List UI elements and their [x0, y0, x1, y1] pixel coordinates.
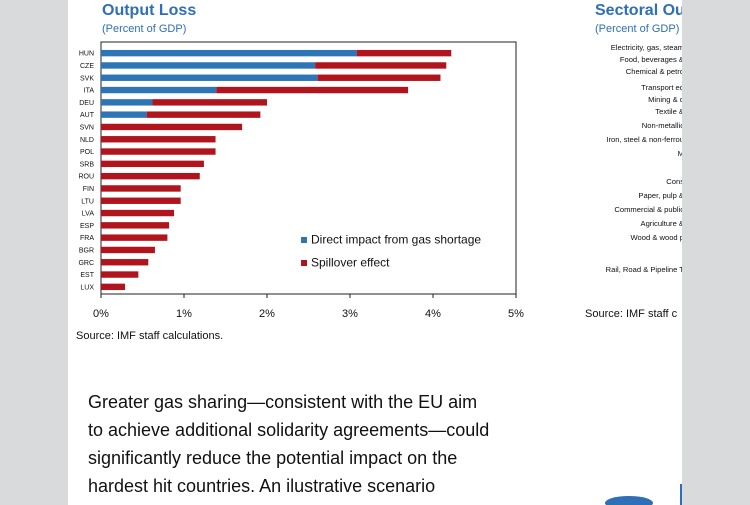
chart-title: Output Loss	[102, 2, 197, 19]
x-tick-label: 0%	[93, 308, 109, 320]
bar-spillover	[356, 49, 452, 57]
left-margin	[0, 0, 68, 505]
body-paragraph: Greater gas sharing—consistent with the …	[88, 388, 558, 500]
category-label: EST	[80, 272, 94, 279]
bar-spillover	[101, 283, 126, 291]
bar-spillover	[146, 111, 261, 118]
partial-graphic	[605, 496, 653, 505]
bar-spillover	[315, 62, 447, 69]
category-label: DEU	[79, 100, 94, 107]
bar-spillover	[152, 99, 267, 106]
body-line: significantly reduce the potential impac…	[88, 448, 458, 468]
x-tick-label: 3%	[342, 308, 358, 320]
sector-category-label: Paper, pulp &	[638, 191, 682, 200]
category-label: POL	[80, 149, 94, 156]
sector-category-label: Textile &	[655, 107, 682, 116]
sector-category-label: Non-metallic	[641, 121, 682, 130]
category-label: ROU	[78, 174, 94, 181]
bar-spillover	[101, 271, 139, 278]
x-tick-label: 2%	[259, 308, 275, 320]
bar-spillover	[101, 209, 175, 217]
legend-swatch	[301, 260, 307, 266]
bar-spillover	[101, 172, 200, 180]
x-tick-label: 5%	[508, 308, 524, 320]
category-label: FIN	[83, 186, 94, 193]
sectoral-source: Source: IMF staff c	[585, 308, 678, 320]
bar-spillover	[216, 86, 409, 94]
bar-spillover	[101, 160, 204, 168]
bar-spillover	[101, 222, 170, 229]
bar-direct-impact	[101, 99, 153, 106]
bar-spillover	[101, 197, 181, 204]
bar-spillover	[101, 259, 149, 266]
bar-direct-impact	[101, 74, 318, 81]
bar-spillover	[101, 148, 216, 155]
sector-category-label: Cons	[666, 177, 682, 186]
category-label: LVA	[82, 211, 95, 218]
sector-category-label: Mining & q	[648, 95, 682, 104]
chart-source: Source: IMF staff calculations.	[76, 330, 224, 342]
category-label: GRC	[78, 260, 94, 267]
sector-category-label: Food, beverages &	[619, 55, 682, 64]
category-label: LTU	[81, 198, 94, 205]
sectoral-subtitle: (Percent of GDP)	[595, 23, 680, 35]
output-loss-chart: HUN CZE SVK ITA DEU AUT SVN NLD POL SRB ROU FIN LTU L…	[78, 41, 524, 320]
legend-label: Spillover effect	[311, 256, 390, 270]
legend-swatch	[301, 237, 307, 243]
category-label: ITA	[84, 88, 95, 95]
bar-spillover	[317, 74, 441, 81]
body-line: Greater gas sharing—consistent with the …	[88, 392, 478, 412]
sector-category-label: Iron, steel & non-ferrou	[606, 135, 682, 144]
sector-category-label: M	[677, 149, 682, 158]
category-label: ESP	[80, 223, 94, 230]
category-label: FRA	[80, 235, 94, 242]
bar-direct-impact	[101, 86, 217, 94]
right-margin	[682, 0, 750, 505]
partial-graphic	[680, 484, 682, 505]
bar-spillover	[101, 234, 168, 241]
legend-label: Direct impact from gas shortage	[311, 233, 481, 247]
sectoral-title: Sectoral Ou	[595, 2, 682, 19]
sector-category-label: Commercial & public	[614, 205, 682, 214]
category-label: AUT	[80, 112, 95, 119]
sector-category-label: Transport eq	[641, 83, 682, 92]
x-tick-label: 1%	[176, 308, 192, 320]
category-label: SRB	[80, 161, 95, 168]
sector-category-label: Chemical & petro	[625, 67, 682, 76]
body-line: hardest hit countries. An ilustrative sc…	[88, 476, 436, 496]
bar-direct-impact	[101, 62, 316, 69]
plot-frame	[100, 41, 517, 295]
bar-spillover	[101, 185, 181, 192]
category-label: BGR	[79, 247, 94, 254]
bar-spillover	[101, 246, 155, 254]
body-line: to achieve additional solidarity agreeme…	[88, 420, 490, 440]
category-label: SVN	[80, 124, 94, 131]
chart-subtitle: (Percent of GDP)	[102, 23, 187, 35]
bar-spillover	[101, 136, 216, 143]
category-label: CZE	[80, 63, 94, 70]
document-page: Output Loss (Percent of GDP) HUN CZE SVK IT…	[68, 0, 682, 505]
category-label: SVK	[80, 75, 94, 82]
sector-category-label: Wood & wood p	[630, 233, 682, 242]
x-tick-label: 4%	[425, 308, 441, 320]
sector-category-label: Electricity, gas, steam	[610, 43, 682, 52]
bar-spillover	[101, 123, 243, 131]
category-label: HUN	[79, 51, 94, 58]
bar-direct-impact	[101, 111, 147, 118]
category-label: LUX	[80, 284, 94, 291]
sector-category-label: Agriculture &	[640, 219, 682, 228]
sector-category-label: Rail, Road & Pipeline T	[605, 265, 682, 274]
bar-direct-impact	[101, 49, 357, 57]
category-label: NLD	[80, 137, 94, 144]
